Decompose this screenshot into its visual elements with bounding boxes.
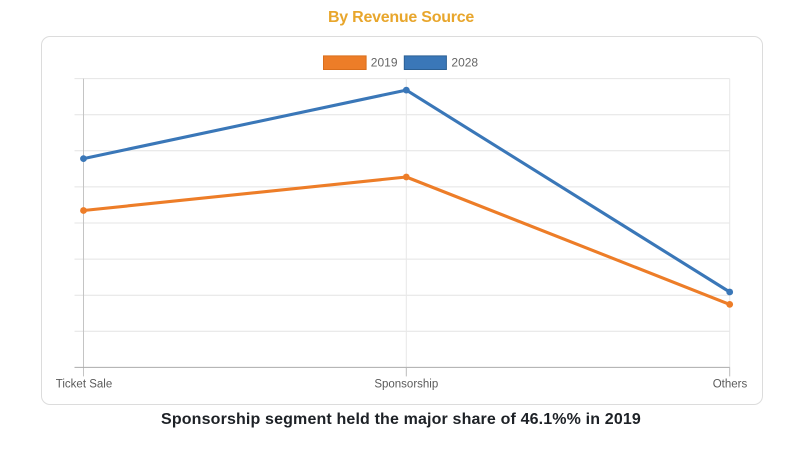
- svg-text:Ticket Sale: Ticket Sale: [56, 378, 112, 390]
- svg-text:Others: Others: [713, 378, 748, 390]
- svg-text:2019: 2019: [371, 55, 398, 69]
- svg-text:2028: 2028: [451, 55, 478, 69]
- svg-text:Sponsorship: Sponsorship: [374, 378, 438, 390]
